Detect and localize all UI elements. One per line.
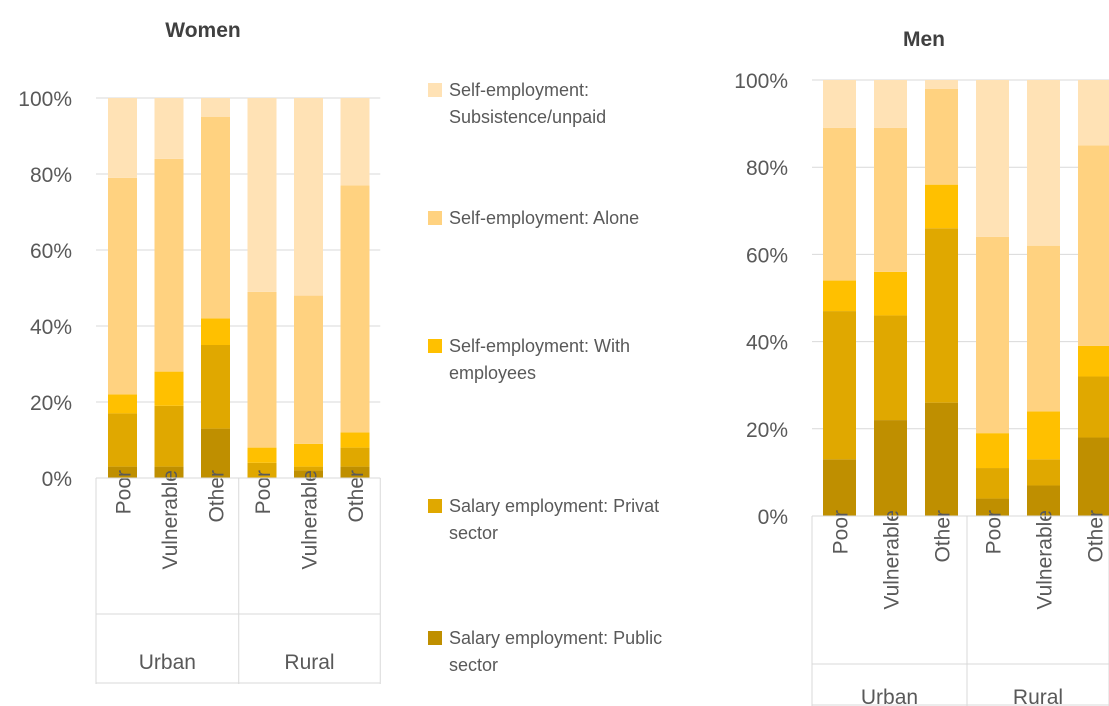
women-bar-segment [155, 159, 184, 372]
women-bar-segment [294, 467, 323, 471]
legend-label: sector [449, 523, 498, 543]
men-y-tick-label: 100% [734, 70, 788, 93]
legend-label: employees [449, 363, 536, 383]
men-bar-segment [823, 80, 856, 128]
women-bar-segment [201, 318, 230, 345]
legend-label: Self-employment: Alone [449, 208, 639, 228]
men-bar-segment [1078, 346, 1109, 377]
women-bar-segment [201, 345, 230, 429]
legend-swatch [428, 83, 442, 97]
women-bar-segment [155, 98, 184, 159]
women-bar-segment [248, 292, 277, 448]
men-y-tick-label: 20% [746, 419, 788, 442]
women-bar-segment [294, 296, 323, 444]
men-category-label: Poor [983, 510, 1006, 554]
men-bar-segment [1027, 411, 1060, 459]
men-bar-segment [925, 403, 958, 516]
men-bar-segment [976, 468, 1009, 499]
legend-label: Subsistence/unpaid [449, 107, 606, 127]
men-bar-segment [823, 281, 856, 312]
legend-swatch [428, 631, 442, 645]
women-category-label: Vulnerable [159, 470, 182, 570]
men-y-tick-label: 80% [746, 157, 788, 180]
women-bar-segment [341, 432, 370, 447]
legend-label: Self-employment: With [449, 336, 630, 356]
women-bar-segment [341, 98, 370, 185]
women-category-label: Poor [252, 470, 275, 514]
women-chart-panel: Women0%20%40%60%80%100%Poor Vulnerable Oth… [18, 19, 380, 684]
women-bar-segment [341, 448, 370, 467]
women-bar-segment [155, 372, 184, 406]
men-bar-segment [925, 89, 958, 185]
women-category-label: Poor [113, 470, 136, 514]
men-bar-segment [823, 459, 856, 516]
women-bar-segment [108, 394, 137, 413]
men-bar-segment [1027, 80, 1060, 246]
men-bar-segment [925, 185, 958, 229]
women-bar-segment [248, 448, 277, 463]
women-y-tick-label: 100% [18, 88, 72, 111]
legend-swatch [428, 211, 442, 225]
men-y-tick-label: 60% [746, 244, 788, 267]
men-category-label: Other [1085, 510, 1108, 563]
men-bar-segment [874, 272, 907, 316]
men-bar-segment [823, 128, 856, 281]
men-bar-segment [1078, 376, 1109, 437]
women-y-tick-label: 60% [30, 240, 72, 263]
women-bar-segment [155, 406, 184, 467]
men-category-label: Other [932, 510, 955, 563]
men-bar-segment [874, 420, 907, 516]
women-bar-segment [108, 178, 137, 395]
men-bar-segment [1078, 145, 1109, 346]
women-y-tick-label: 0% [42, 468, 72, 491]
women-bar-segment [248, 98, 277, 292]
women-bar-segment [201, 98, 230, 117]
men-category-label: Vulnerable [881, 510, 904, 610]
women-bar-segment [108, 413, 137, 466]
women-chart-title: Women [165, 19, 240, 42]
women-group-label: Rural [284, 651, 334, 674]
men-bar-segment [1078, 438, 1109, 516]
men-bar-segment [874, 80, 907, 128]
men-y-tick-label: 40% [746, 332, 788, 355]
women-bar-segment [294, 444, 323, 467]
men-bar-segment [976, 237, 1009, 433]
legend-label: sector [449, 655, 498, 675]
chart-legend: Self-employment: Subsistence/unpaid Self-e… [428, 80, 662, 675]
legend-label: Salary employment: Privat [449, 496, 659, 516]
women-group-label: Urban [139, 651, 196, 674]
legend-swatch [428, 499, 442, 513]
men-category-label: Vulnerable [1034, 510, 1057, 610]
men-bar-segment [976, 433, 1009, 468]
men-bar-segment [1027, 246, 1060, 412]
legend-label: Self-employment: [449, 80, 589, 100]
legend-label: Salary employment: Public [449, 628, 662, 648]
women-y-tick-label: 20% [30, 392, 72, 415]
men-group-label: Urban [861, 686, 918, 706]
women-bar-segment [341, 185, 370, 432]
men-bar-segment [874, 315, 907, 420]
men-bar-segment [1078, 80, 1109, 145]
men-group-label: Rural [1013, 686, 1063, 706]
men-bar-segment [976, 80, 1009, 237]
women-bar-segment [108, 98, 137, 178]
men-bar-segment [823, 311, 856, 459]
women-category-label: Vulnerable [299, 470, 322, 570]
men-bar-segment [925, 228, 958, 402]
men-bar-segment [1027, 459, 1060, 485]
legend-swatch [428, 339, 442, 353]
women-bar-segment [201, 117, 230, 318]
men-chart-panel: Men 0% 20% 40% 60% 80% 100% Poor Vulnerable Other… [734, 28, 1109, 706]
women-y-tick-label: 40% [30, 316, 72, 339]
men-bar-segment [874, 128, 907, 272]
women-bar-segment [294, 98, 323, 296]
men-y-tick-label: 0% [758, 506, 788, 529]
men-chart-title: Men [903, 28, 945, 51]
men-bar-segment [925, 80, 958, 89]
women-y-tick-label: 80% [30, 164, 72, 187]
men-category-label: Poor [830, 510, 853, 554]
